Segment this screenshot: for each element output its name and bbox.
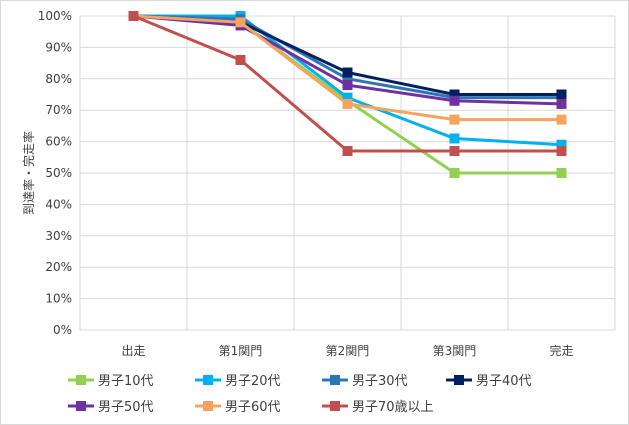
- legend-item: 男子70歳以上: [322, 400, 434, 415]
- legend-item: 男子50代: [68, 400, 154, 415]
- legend-label: 男子50代: [98, 400, 154, 415]
- series-7: [128, 11, 567, 157]
- data-point: [342, 73, 353, 84]
- series-lines: [128, 11, 567, 178]
- y-axis-label: 到達率・完走率: [21, 131, 36, 215]
- data-point: [556, 89, 567, 100]
- y-tick-label: 0%: [53, 323, 72, 337]
- data-point: [342, 92, 353, 103]
- legend-item: 男子30代: [322, 374, 408, 389]
- data-point: [449, 114, 460, 125]
- y-tick-label: 30%: [45, 229, 72, 243]
- legend-swatch-marker: [76, 375, 86, 385]
- y-tick-label: 70%: [45, 103, 72, 117]
- y-tick-label: 60%: [45, 135, 72, 149]
- legend-label: 男子70歳以上: [352, 400, 434, 415]
- x-tick-label: 第2関門: [326, 344, 370, 358]
- data-point: [556, 146, 567, 157]
- legend-label: 男子40代: [476, 374, 532, 389]
- data-point: [342, 80, 353, 91]
- x-tick-label: 出走: [121, 344, 145, 358]
- data-point: [342, 98, 353, 109]
- data-point: [449, 146, 460, 157]
- legend-item: 男子20代: [195, 374, 281, 389]
- legend-swatch-marker: [330, 401, 340, 411]
- legend-label: 男子30代: [352, 374, 408, 389]
- x-axis-ticks: 出走 第1関門 第2関門 第3関門 完走: [121, 343, 573, 358]
- y-tick-label: 40%: [45, 197, 72, 211]
- data-point: [235, 17, 246, 28]
- y-tick-label: 90%: [45, 40, 72, 54]
- y-tick-label: 80%: [45, 72, 72, 86]
- legend-label: 男子10代: [98, 374, 154, 389]
- x-tick-label: 完走: [549, 343, 573, 358]
- legend-label: 男子60代: [225, 400, 281, 415]
- data-point: [342, 146, 353, 157]
- data-point: [556, 114, 567, 125]
- legend-item: 男子40代: [446, 374, 532, 389]
- y-tick-label: 10%: [45, 292, 72, 306]
- data-point: [449, 89, 460, 100]
- data-point: [556, 139, 567, 150]
- data-point: [449, 95, 460, 106]
- legend-item: 男子60代: [195, 400, 281, 415]
- legend-swatch-marker: [76, 401, 86, 411]
- y-tick-label: 20%: [45, 260, 72, 274]
- y-tick-label: 100%: [38, 9, 72, 23]
- data-point: [342, 67, 353, 78]
- legend-swatch-marker: [203, 375, 213, 385]
- x-tick-label: 第3関門: [433, 344, 477, 358]
- legend-swatch-marker: [203, 401, 213, 411]
- y-axis-ticks: 0% 10% 20% 30% 40% 50% 60% 70% 80% 90% 100%: [38, 9, 72, 337]
- data-point: [235, 54, 246, 65]
- data-point: [449, 168, 460, 178]
- series-line: [133, 14, 562, 106]
- data-point: [449, 133, 460, 144]
- legend-swatch-marker: [454, 375, 464, 385]
- x-tick-label: 第1関門: [219, 344, 263, 358]
- data-point: [556, 98, 567, 109]
- legend-swatch-marker: [330, 375, 340, 385]
- y-tick-label: 50%: [45, 166, 72, 180]
- legend-label: 男子20代: [225, 374, 281, 389]
- data-point: [556, 168, 567, 178]
- data-point: [128, 11, 139, 21]
- legend-item: 男子10代: [68, 374, 154, 389]
